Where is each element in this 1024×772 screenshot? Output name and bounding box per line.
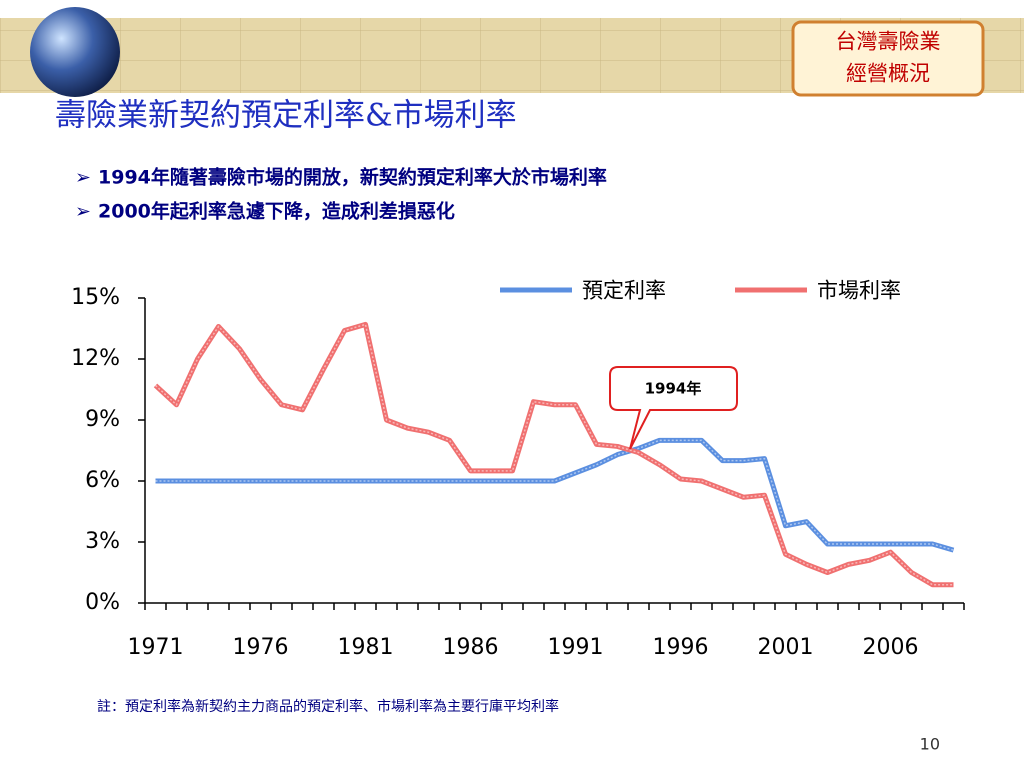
page-number: 10 [920,735,940,754]
series-line-texture [154,323,954,586]
x-tick-label: 1981 [338,635,394,660]
globe [30,7,120,97]
callout [609,366,738,450]
legend-label: 預定利率 [582,279,666,303]
y-tick-label: 3% [85,529,120,554]
x-tick-label: 2006 [863,635,919,660]
x-tick-label: 1976 [233,635,289,660]
callout-label: 1994年 [645,380,702,398]
y-tick-label: 9% [85,407,120,432]
slide-title: 壽險業新契約預定利率&市場利率 [55,98,517,134]
y-tick-label: 12% [71,346,120,371]
legend-label: 市場利率 [817,279,901,303]
series-line [155,437,955,553]
x-tick-label: 1986 [443,635,499,660]
chart: 0% 3% 6% 9% 12% 15% 1971 1976 1981 1986 1991 1996 20… [71,279,965,660]
x-tick-label: 2001 [758,635,814,660]
badge-line: 經營概況 [846,62,930,86]
x-tick-label: 1971 [128,635,184,660]
y-tick-label: 6% [85,468,120,493]
bullet: 2000年起利率急遽下降，造成利差損惡化 [98,200,455,223]
y-tick-label: 15% [71,285,120,310]
badge-line: 台灣壽險業 [836,30,941,54]
bullet-marker: ➢ [75,167,91,189]
x-tick-label: 1991 [548,635,604,660]
footnote: 註：預定利率為新契約主力商品的預定利率、市場利率為主要行庫平均利率 [97,698,559,715]
x-tick-label: 1996 [653,635,709,660]
badge [791,20,985,97]
bullet-marker: ➢ [75,201,91,223]
series-line-texture [155,439,954,551]
y-tick-label: 0% [85,590,120,615]
bullet: 1994年隨著壽險市場的開放，新契約預定利率大於市場利率 [98,166,607,189]
